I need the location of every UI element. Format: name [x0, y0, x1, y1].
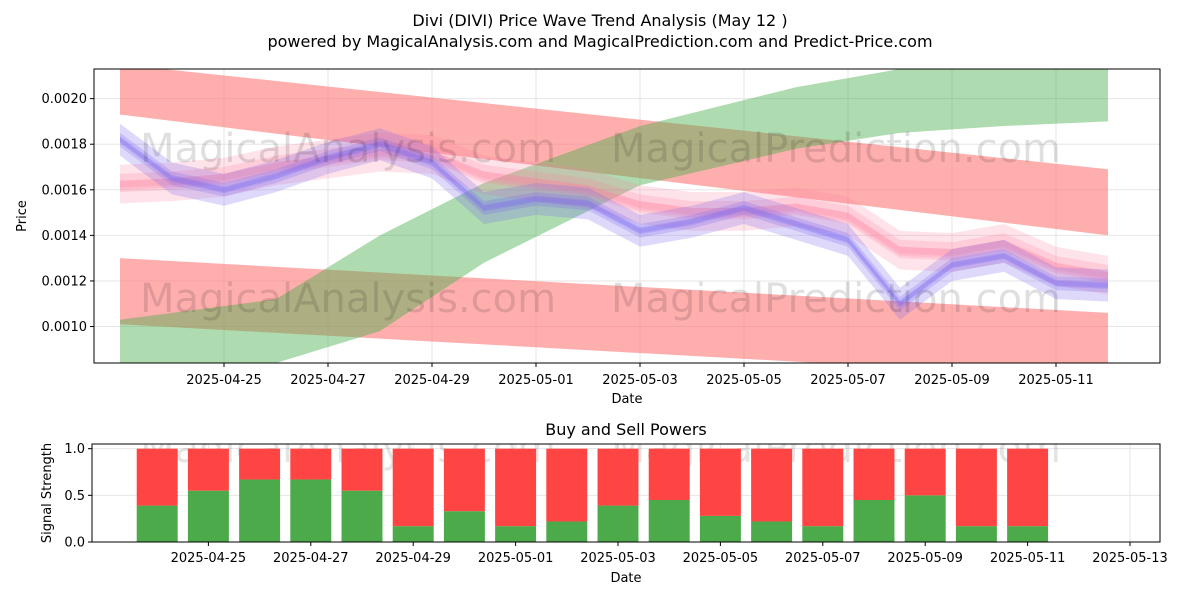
price-x-tick-label: 2025-05-07 — [810, 373, 886, 388]
sell-bar — [392, 448, 434, 527]
buy-bar — [802, 526, 844, 542]
signal-y-label: Signal Strength — [40, 443, 55, 543]
sell-bar — [904, 448, 946, 496]
price-y-tick-label: 0.0012 — [42, 274, 88, 289]
blue-wave-ribbon — [120, 137, 1108, 320]
buy-bar — [751, 521, 793, 542]
signal-axes-frame — [91, 443, 1161, 543]
chart-title: Divi (DIVI) Price Wave Trend Analysis (M… — [412, 11, 787, 30]
watermark-3: MagicalAnalysis.com — [140, 276, 556, 322]
watermark-2: MagicalPrediction.com — [611, 126, 1061, 172]
sell-bar — [290, 448, 332, 480]
buy-bar — [648, 500, 690, 542]
sell-bar — [136, 448, 178, 506]
price-x-ticks: 2025-04-25 2025-04-27 2025-04-29 2025-05-01… — [186, 363, 1094, 388]
price-x-tick-label: 2025-05-01 — [498, 373, 574, 388]
signal-bars — [136, 448, 1049, 542]
sell-bar — [802, 448, 844, 527]
sell-bar — [1007, 448, 1049, 527]
price-x-label: Date — [611, 392, 642, 407]
lower-trend-channel — [120, 258, 1108, 363]
price-x-tick-label: 2025-05-09 — [914, 373, 990, 388]
sell-bar — [648, 448, 690, 500]
signal-y-tick-label: 0.0 — [64, 536, 85, 551]
price-y-tick-label: 0.0014 — [42, 229, 88, 244]
price-axes-frame — [93, 68, 1161, 364]
price-y-tick-label: 0.0020 — [42, 92, 88, 107]
chart-subtitle: powered by MagicalAnalysis.com and Magic… — [267, 32, 932, 51]
price-y-ticks: 0.0010 0.0012 0.0014 0.0016 0.0018 0.0020 — [42, 92, 94, 335]
buy-bar — [853, 500, 895, 542]
buy-bar — [443, 511, 485, 542]
sell-bar — [751, 448, 793, 522]
signal-x-label: Date — [610, 571, 641, 586]
signal-x-tick-label: 2025-05-05 — [683, 551, 759, 566]
buy-bar — [597, 505, 639, 542]
sell-bar — [546, 448, 588, 522]
buy-bar — [136, 505, 178, 542]
signal-panel: Buy and Sell Powers MagicalAnalysis.com … — [40, 420, 1168, 586]
buy-bar — [290, 479, 332, 542]
price-x-tick-label: 2025-05-05 — [706, 373, 782, 388]
price-y-tick-label: 0.0018 — [42, 138, 88, 153]
buy-bar — [904, 495, 946, 542]
signal-x-tick-label: 2025-04-25 — [171, 551, 247, 566]
signal-x-tick-label: 2025-04-27 — [273, 551, 349, 566]
buy-bar — [546, 521, 588, 542]
buy-bar — [955, 526, 997, 542]
blue-wave-ribbon — [120, 132, 1108, 311]
upper-trend-channel — [120, 69, 1108, 236]
price-panel: MagicalAnalysis.com MagicalPrediction.co… — [15, 68, 1161, 407]
sell-bar — [341, 448, 383, 491]
signal-x-tick-label: 2025-04-29 — [375, 551, 451, 566]
signal-x-tick-label: 2025-05-01 — [478, 551, 554, 566]
price-y-label: Price — [15, 200, 30, 232]
buy-bar — [1007, 526, 1049, 542]
watermark-1: MagicalAnalysis.com — [140, 126, 556, 172]
signal-x-tick-label: 2025-05-09 — [887, 551, 963, 566]
signal-title: Buy and Sell Powers — [545, 420, 707, 439]
buy-bar — [392, 526, 434, 542]
rising-trend-channel — [120, 69, 1108, 363]
price-y-tick-label: 0.0010 — [42, 320, 88, 335]
watermark-4: MagicalPrediction.com — [611, 276, 1061, 322]
buy-bar — [341, 490, 383, 542]
signal-x-ticks: 2025-04-25 2025-04-27 2025-04-29 2025-05-01… — [171, 542, 1168, 566]
signal-x-tick-label: 2025-05-07 — [785, 551, 861, 566]
signal-y-tick-label: 0.5 — [64, 489, 85, 504]
blue-wave-ribbon — [120, 123, 1108, 307]
sell-bar — [187, 448, 229, 491]
sell-bar — [597, 448, 639, 506]
signal-x-tick-label: 2025-05-03 — [580, 551, 656, 566]
price-y-tick-label: 0.0016 — [42, 183, 88, 198]
buy-bar — [699, 515, 741, 542]
sell-bar — [955, 448, 997, 527]
sell-bar — [239, 448, 281, 480]
signal-y-tick-label: 1.0 — [64, 442, 85, 457]
buy-bar — [495, 526, 537, 542]
buy-bar — [239, 479, 281, 542]
signal-x-tick-label: 2025-05-13 — [1092, 551, 1168, 566]
signal-y-ticks: 0.0 0.5 1.0 — [64, 442, 92, 551]
price-x-tick-label: 2025-05-11 — [1018, 373, 1094, 388]
buy-bar — [187, 490, 229, 542]
price-x-tick-label: 2025-05-03 — [602, 373, 678, 388]
sell-bar — [699, 448, 741, 516]
trend-bands — [120, 69, 1108, 363]
price-x-tick-label: 2025-04-29 — [394, 373, 470, 388]
price-x-tick-label: 2025-04-27 — [290, 373, 366, 388]
sell-bar — [495, 448, 537, 527]
price-x-tick-label: 2025-04-25 — [186, 373, 262, 388]
price-waves — [120, 123, 1108, 320]
sell-bar — [853, 448, 895, 500]
sell-bar — [443, 448, 485, 512]
signal-x-tick-label: 2025-05-11 — [990, 551, 1066, 566]
